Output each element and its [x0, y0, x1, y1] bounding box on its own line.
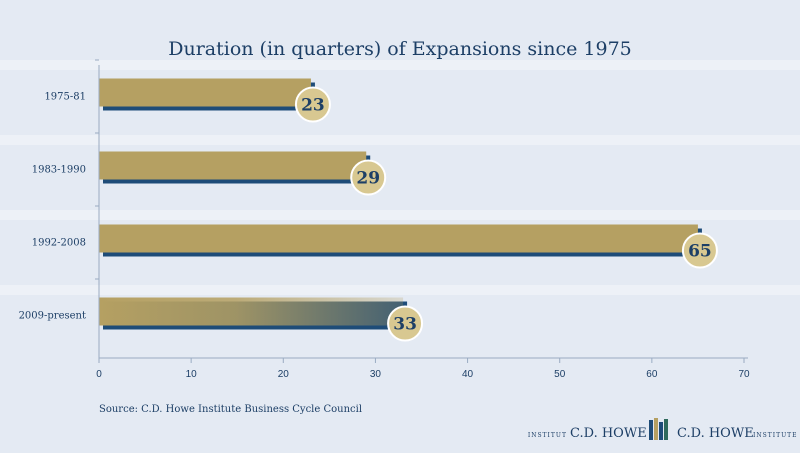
value-badge — [294, 86, 331, 123]
data-label: 23 — [301, 96, 325, 116]
background-stripe — [0, 210, 800, 220]
value-badge — [681, 232, 718, 269]
logo-cd-howe-fr: C.D. HOWE — [570, 426, 647, 441]
bar — [99, 297, 404, 326]
bar — [99, 224, 698, 253]
data-label: 65 — [688, 242, 712, 262]
category-label: 1975-81 — [44, 92, 86, 103]
x-tick-label: 70 — [738, 369, 750, 380]
x-tick-label: 60 — [646, 369, 658, 380]
bar — [99, 78, 311, 107]
cd-howe-logo: INSTITUT C.D. HOWE C.D. HOWE INSTITUTE — [528, 418, 798, 441]
x-tick-label: 50 — [554, 369, 566, 380]
chart-title: Duration (in quarters) of Expansions sin… — [168, 38, 632, 60]
category-label: 1983-1990 — [32, 165, 86, 176]
x-tick-label: 30 — [370, 369, 382, 380]
logo-institut-text: INSTITUT — [528, 432, 567, 439]
background-stripe — [0, 60, 800, 70]
background-stripe — [0, 285, 800, 295]
cd-howe-emblem-icon — [649, 418, 668, 440]
x-tick-label: 20 — [278, 369, 290, 380]
category-label: 2009-present — [19, 311, 86, 322]
data-label: 29 — [356, 169, 380, 189]
background-stripe — [0, 135, 800, 145]
value-badge — [387, 305, 424, 342]
source-note: Source: C.D. Howe Institute Business Cyc… — [99, 404, 362, 415]
data-label: 33 — [393, 315, 417, 335]
value-badge — [350, 159, 387, 196]
category-label: 1992-2008 — [32, 238, 86, 249]
bar — [99, 151, 367, 180]
x-tick-label: 10 — [186, 369, 198, 380]
logo-cd-howe-en: C.D. HOWE — [677, 426, 754, 441]
logo-institute-text: INSTITUTE — [753, 432, 798, 439]
x-tick-label: 0 — [96, 369, 102, 380]
x-tick-label: 40 — [462, 369, 474, 380]
